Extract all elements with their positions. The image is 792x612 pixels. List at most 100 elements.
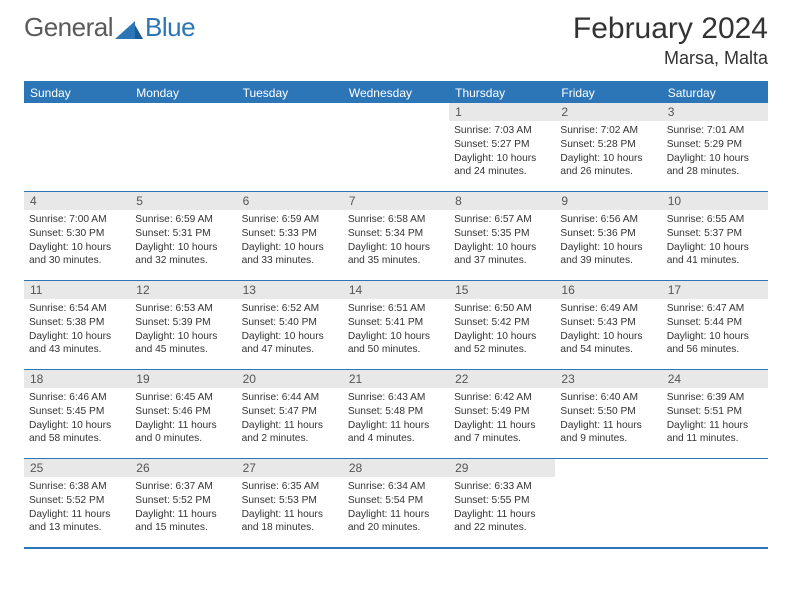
day-number: 2 bbox=[555, 103, 661, 121]
day-cell: 20Sunrise: 6:44 AMSunset: 5:47 PMDayligh… bbox=[237, 370, 343, 458]
weekday-header: Sunday bbox=[24, 83, 130, 103]
day-cell: 4Sunrise: 7:00 AMSunset: 5:30 PMDaylight… bbox=[24, 192, 130, 280]
day-body: Sunrise: 6:49 AMSunset: 5:43 PMDaylight:… bbox=[555, 299, 661, 361]
sunset-line: Sunset: 5:49 PM bbox=[454, 405, 550, 419]
day-cell: 6Sunrise: 6:59 AMSunset: 5:33 PMDaylight… bbox=[237, 192, 343, 280]
day-body: Sunrise: 7:01 AMSunset: 5:29 PMDaylight:… bbox=[662, 121, 768, 183]
day-cell bbox=[237, 103, 343, 191]
day-cell: 25Sunrise: 6:38 AMSunset: 5:52 PMDayligh… bbox=[24, 459, 130, 547]
weekday-header: Monday bbox=[130, 83, 236, 103]
sunset-line: Sunset: 5:47 PM bbox=[242, 405, 338, 419]
daylight-line: Daylight: 10 hours and 33 minutes. bbox=[242, 241, 338, 269]
day-body: Sunrise: 6:59 AMSunset: 5:33 PMDaylight:… bbox=[237, 210, 343, 272]
day-cell: 1Sunrise: 7:03 AMSunset: 5:27 PMDaylight… bbox=[449, 103, 555, 191]
daylight-line: Daylight: 11 hours and 13 minutes. bbox=[29, 508, 125, 536]
week-row: 25Sunrise: 6:38 AMSunset: 5:52 PMDayligh… bbox=[24, 458, 768, 547]
daylight-line: Daylight: 11 hours and 15 minutes. bbox=[135, 508, 231, 536]
day-number: 3 bbox=[662, 103, 768, 121]
day-body: Sunrise: 6:37 AMSunset: 5:52 PMDaylight:… bbox=[130, 477, 236, 539]
daylight-line: Daylight: 10 hours and 50 minutes. bbox=[348, 330, 444, 358]
day-cell: 9Sunrise: 6:56 AMSunset: 5:36 PMDaylight… bbox=[555, 192, 661, 280]
day-number: 26 bbox=[130, 459, 236, 477]
day-number: 7 bbox=[343, 192, 449, 210]
calendar: SundayMondayTuesdayWednesdayThursdayFrid… bbox=[24, 81, 768, 549]
day-body: Sunrise: 6:38 AMSunset: 5:52 PMDaylight:… bbox=[24, 477, 130, 539]
sunset-line: Sunset: 5:40 PM bbox=[242, 316, 338, 330]
day-cell: 7Sunrise: 6:58 AMSunset: 5:34 PMDaylight… bbox=[343, 192, 449, 280]
sunset-line: Sunset: 5:39 PM bbox=[135, 316, 231, 330]
day-cell: 16Sunrise: 6:49 AMSunset: 5:43 PMDayligh… bbox=[555, 281, 661, 369]
logo-text-general: General bbox=[24, 12, 113, 43]
month-title: February 2024 bbox=[573, 12, 768, 46]
week-row: 18Sunrise: 6:46 AMSunset: 5:45 PMDayligh… bbox=[24, 369, 768, 458]
sunrise-line: Sunrise: 6:59 AM bbox=[135, 213, 231, 227]
day-cell: 12Sunrise: 6:53 AMSunset: 5:39 PMDayligh… bbox=[130, 281, 236, 369]
day-number: 1 bbox=[449, 103, 555, 121]
day-cell: 17Sunrise: 6:47 AMSunset: 5:44 PMDayligh… bbox=[662, 281, 768, 369]
day-cell: 15Sunrise: 6:50 AMSunset: 5:42 PMDayligh… bbox=[449, 281, 555, 369]
day-body: Sunrise: 6:46 AMSunset: 5:45 PMDaylight:… bbox=[24, 388, 130, 450]
sunrise-line: Sunrise: 6:42 AM bbox=[454, 391, 550, 405]
daylight-line: Daylight: 11 hours and 20 minutes. bbox=[348, 508, 444, 536]
sunset-line: Sunset: 5:48 PM bbox=[348, 405, 444, 419]
sunset-line: Sunset: 5:46 PM bbox=[135, 405, 231, 419]
day-number: 13 bbox=[237, 281, 343, 299]
sunrise-line: Sunrise: 6:57 AM bbox=[454, 213, 550, 227]
sunrise-line: Sunrise: 6:40 AM bbox=[560, 391, 656, 405]
weekday-header: Friday bbox=[555, 83, 661, 103]
day-number: 23 bbox=[555, 370, 661, 388]
sunrise-line: Sunrise: 6:59 AM bbox=[242, 213, 338, 227]
sunrise-line: Sunrise: 7:03 AM bbox=[454, 124, 550, 138]
day-number: 29 bbox=[449, 459, 555, 477]
weekday-header-row: SundayMondayTuesdayWednesdayThursdayFrid… bbox=[24, 83, 768, 103]
sunrise-line: Sunrise: 7:02 AM bbox=[560, 124, 656, 138]
day-body: Sunrise: 6:53 AMSunset: 5:39 PMDaylight:… bbox=[130, 299, 236, 361]
day-cell: 27Sunrise: 6:35 AMSunset: 5:53 PMDayligh… bbox=[237, 459, 343, 547]
title-block: February 2024 Marsa, Malta bbox=[573, 12, 768, 69]
daylight-line: Daylight: 11 hours and 22 minutes. bbox=[454, 508, 550, 536]
day-cell: 14Sunrise: 6:51 AMSunset: 5:41 PMDayligh… bbox=[343, 281, 449, 369]
sunrise-line: Sunrise: 6:46 AM bbox=[29, 391, 125, 405]
sunset-line: Sunset: 5:37 PM bbox=[667, 227, 763, 241]
day-number: 6 bbox=[237, 192, 343, 210]
weekday-header: Tuesday bbox=[237, 83, 343, 103]
daylight-line: Daylight: 10 hours and 45 minutes. bbox=[135, 330, 231, 358]
day-cell: 3Sunrise: 7:01 AMSunset: 5:29 PMDaylight… bbox=[662, 103, 768, 191]
logo: General Blue bbox=[24, 12, 195, 43]
day-cell bbox=[130, 103, 236, 191]
day-cell: 24Sunrise: 6:39 AMSunset: 5:51 PMDayligh… bbox=[662, 370, 768, 458]
day-cell: 2Sunrise: 7:02 AMSunset: 5:28 PMDaylight… bbox=[555, 103, 661, 191]
sunrise-line: Sunrise: 6:55 AM bbox=[667, 213, 763, 227]
weeks-container: 1 Sunrise: 7:03 AMSunset: 5:27 PM Daylight… bbox=[24, 103, 768, 547]
day-number: 14 bbox=[343, 281, 449, 299]
sunrise-line: Sunrise: 6:47 AM bbox=[667, 302, 763, 316]
day-number: 12 bbox=[130, 281, 236, 299]
day-body: Sunrise: 6:33 AMSunset: 5:55 PMDaylight:… bbox=[449, 477, 555, 539]
day-cell: 8Sunrise: 6:57 AMSunset: 5:35 PMDaylight… bbox=[449, 192, 555, 280]
sunset-line: Sunset: 5:38 PM bbox=[29, 316, 125, 330]
sunset-line: Sunset: 5:44 PM bbox=[667, 316, 763, 330]
week-row: 11Sunrise: 6:54 AMSunset: 5:38 PMDayligh… bbox=[24, 280, 768, 369]
header: General Blue February 2024 Marsa, Malta bbox=[0, 0, 792, 75]
daylight-line: Daylight: 11 hours and 18 minutes. bbox=[242, 508, 338, 536]
day-body: Sunrise: 6:35 AMSunset: 5:53 PMDaylight:… bbox=[237, 477, 343, 539]
sunrise-line: Sunrise: 6:54 AM bbox=[29, 302, 125, 316]
day-body: Sunrise: 6:40 AMSunset: 5:50 PMDaylight:… bbox=[555, 388, 661, 450]
daylight-line: Daylight: 11 hours and 11 minutes. bbox=[667, 419, 763, 447]
sunset-line: Sunset: 5:27 PM bbox=[454, 138, 550, 152]
week-row: 4Sunrise: 7:00 AMSunset: 5:30 PMDaylight… bbox=[24, 191, 768, 280]
sunset-line: Sunset: 5:42 PM bbox=[454, 316, 550, 330]
day-body: Sunrise: 6:52 AMSunset: 5:40 PMDaylight:… bbox=[237, 299, 343, 361]
weekday-header: Thursday bbox=[449, 83, 555, 103]
sunrise-line: Sunrise: 6:45 AM bbox=[135, 391, 231, 405]
day-number: 24 bbox=[662, 370, 768, 388]
day-cell: 11Sunrise: 6:54 AMSunset: 5:38 PMDayligh… bbox=[24, 281, 130, 369]
sunrise-line: Sunrise: 6:43 AM bbox=[348, 391, 444, 405]
day-number: 10 bbox=[662, 192, 768, 210]
daylight-line: Daylight: 10 hours and 47 minutes. bbox=[242, 330, 338, 358]
day-body: Sunrise: 6:43 AMSunset: 5:48 PMDaylight:… bbox=[343, 388, 449, 450]
day-number: 5 bbox=[130, 192, 236, 210]
day-body: Sunrise: 6:56 AMSunset: 5:36 PMDaylight:… bbox=[555, 210, 661, 272]
sunset-line: Sunset: 5:41 PM bbox=[348, 316, 444, 330]
daylight-line: Daylight: 10 hours and 26 minutes. bbox=[560, 152, 656, 180]
